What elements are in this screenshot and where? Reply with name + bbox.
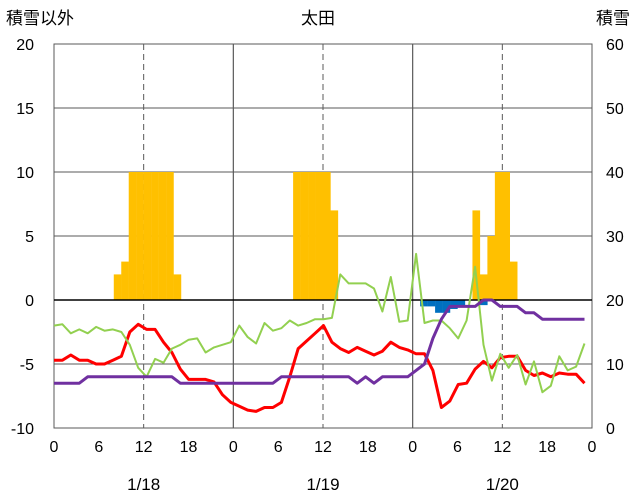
left-tick-label: -5 <box>20 357 34 374</box>
left-tick-label: 20 <box>16 37 34 54</box>
precip-bar <box>487 236 496 300</box>
snow-change-bar <box>457 300 466 307</box>
precip-bar <box>479 274 488 300</box>
x-tick-label: 12 <box>135 439 153 456</box>
x-tick-label: 0 <box>408 439 417 456</box>
right-tick-label: 20 <box>606 293 624 310</box>
right-tick-label: 10 <box>606 357 624 374</box>
snow-change-bar <box>420 300 428 307</box>
right-tick-label: 60 <box>606 37 624 54</box>
x-tick-label: 12 <box>314 439 332 456</box>
left-axis-label: 積雪以外 <box>6 9 74 29</box>
left-tick-label: 15 <box>16 101 34 118</box>
precip-bar <box>151 172 159 300</box>
x-tick-label: 0 <box>50 439 59 456</box>
x-tick-label: 6 <box>453 439 462 456</box>
precip-bar <box>136 172 144 300</box>
x-tick-label: 12 <box>493 439 511 456</box>
chart-title: 太田 <box>301 9 335 29</box>
series-line-purple <box>54 298 585 385</box>
snow-change-bar <box>450 300 458 309</box>
snow-change-bar <box>435 300 443 313</box>
precip-bar <box>308 172 316 300</box>
left-tick-label: 10 <box>16 165 34 182</box>
precip-bar <box>293 172 301 300</box>
date-label: 1/20 <box>486 475 519 494</box>
snow-change-bar <box>427 300 436 307</box>
precip-bar <box>502 172 511 300</box>
series-line-red <box>54 322 586 413</box>
x-tick-label: 6 <box>274 439 283 456</box>
precip-bar <box>121 261 129 300</box>
precip-bar <box>494 172 503 300</box>
precip-bar <box>315 172 324 300</box>
date-label: 1/18 <box>127 475 160 494</box>
precip-bar <box>472 210 481 300</box>
x-tick-label: 18 <box>359 439 377 456</box>
precip-bar <box>128 172 137 300</box>
right-tick-label: 50 <box>606 101 624 118</box>
precip-bar <box>143 172 152 300</box>
left-tick-label: -10 <box>11 421 34 438</box>
date-label: 1/19 <box>306 475 339 494</box>
precip-bar <box>113 274 122 300</box>
right-tick-label: 30 <box>606 229 624 246</box>
right-axis-label: 積雪 <box>596 9 630 29</box>
snow-change-bar <box>479 300 488 306</box>
precip-bar <box>509 261 518 300</box>
precip-bar <box>300 172 309 300</box>
precip-bar <box>166 172 174 300</box>
x-tick-label: 18 <box>538 439 556 456</box>
precip-bar <box>173 274 182 300</box>
x-tick-label: 0 <box>588 439 597 456</box>
right-tick-label: 0 <box>606 421 615 438</box>
precip-bar <box>330 210 339 300</box>
left-tick-label: 5 <box>25 229 34 246</box>
x-tick-label: 0 <box>229 439 238 456</box>
right-tick-label: 40 <box>606 165 624 182</box>
snow-change-bar <box>442 300 451 313</box>
left-tick-label: 0 <box>25 293 34 310</box>
x-tick-label: 18 <box>180 439 198 456</box>
x-tick-label: 6 <box>94 439 103 456</box>
precip-bar <box>158 172 167 300</box>
precip-bar <box>323 172 331 300</box>
series-line-green <box>53 252 586 394</box>
